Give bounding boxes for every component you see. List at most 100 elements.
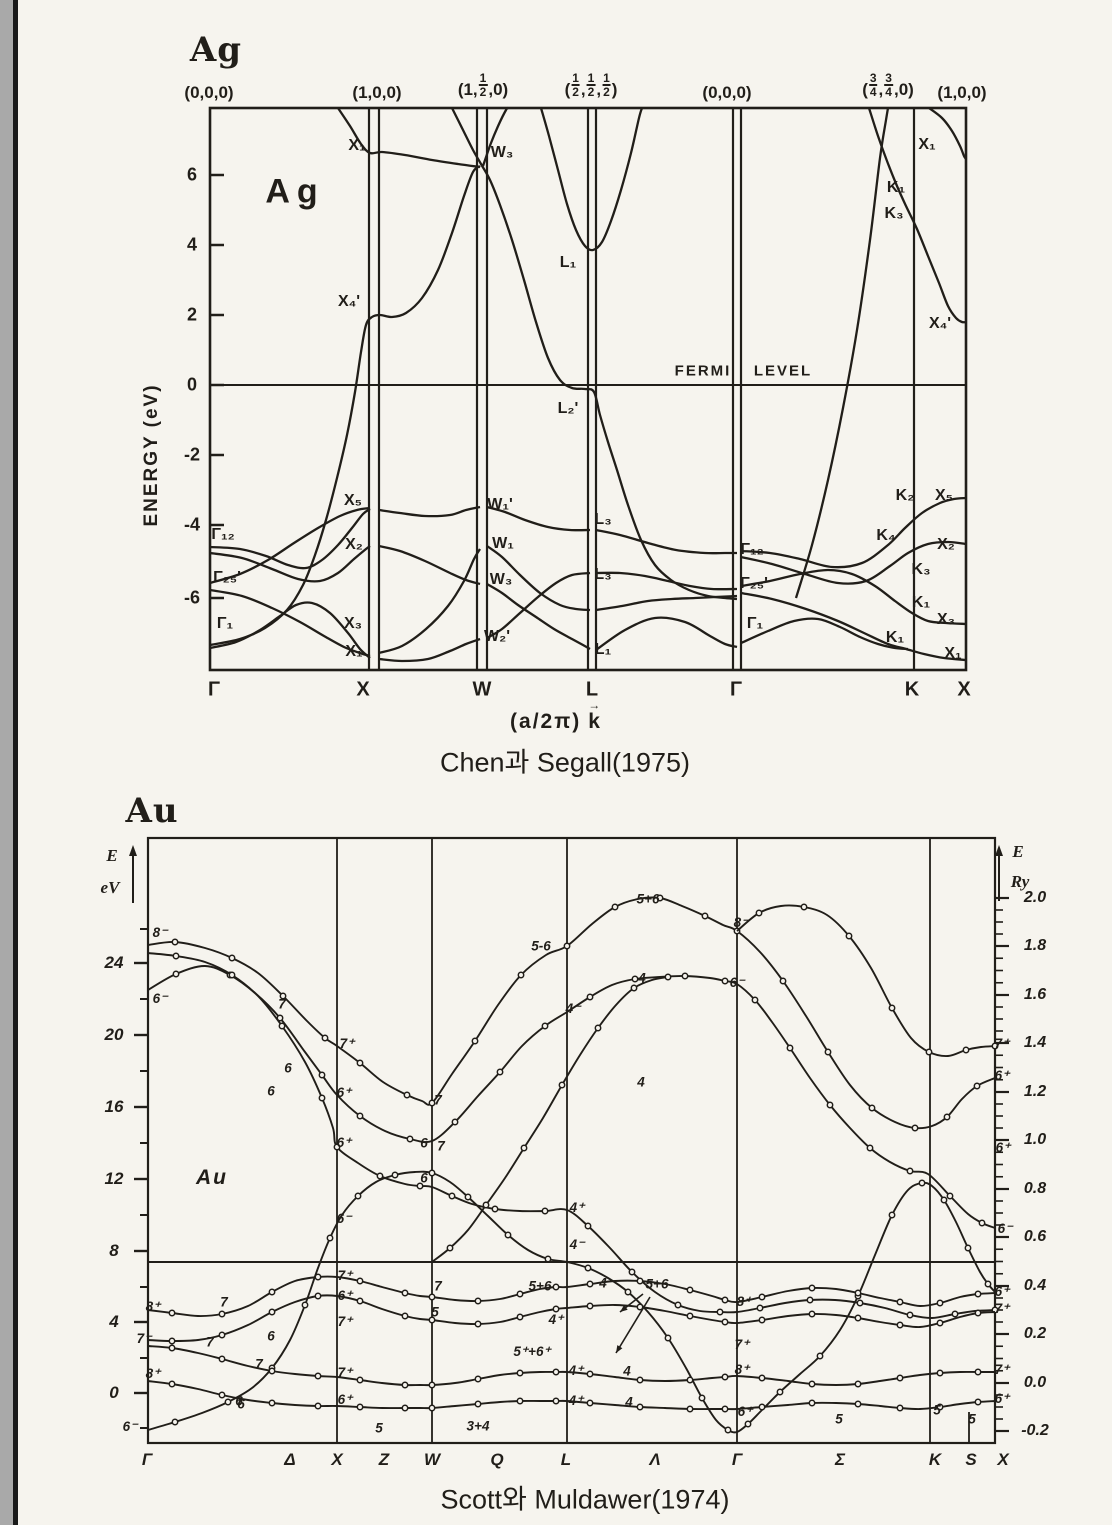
au-data-point <box>520 1144 528 1152</box>
au-frame <box>146 836 997 1445</box>
au-data-point <box>824 1048 832 1056</box>
au-data-point <box>474 1400 482 1408</box>
ag-band-curve <box>209 601 371 659</box>
ag-band-label: Γ₁₂ <box>211 526 235 543</box>
au-band-label: 4 <box>625 1394 633 1410</box>
au-data-point <box>558 1081 566 1089</box>
au-data-point <box>611 903 619 911</box>
au-band-label: 7⁺ <box>337 1268 353 1283</box>
ag-kpoint-coordinate: (1, 1 2,0) <box>457 71 509 99</box>
au-data-point <box>724 1426 732 1434</box>
au-data-point <box>974 1309 982 1317</box>
au-data-point <box>636 1277 644 1285</box>
au-data-point <box>674 1301 682 1309</box>
au-band-curve <box>147 1380 996 1411</box>
ag-band-curve <box>378 637 481 663</box>
au-band-curve <box>147 952 996 1319</box>
au-data-point <box>586 1399 594 1407</box>
au-band-label: 7 <box>434 1278 442 1294</box>
au-data-point <box>594 1024 602 1032</box>
au-left-tick-label: 24 <box>104 953 124 972</box>
figure1-inner-label: Ag <box>265 172 325 211</box>
au-data-point <box>482 1201 490 1209</box>
au-band-label: 6⁺ <box>336 1135 352 1150</box>
figure2-caption: Scott와 Muldawer(1974) <box>440 1484 730 1515</box>
au-data-point <box>416 1182 424 1190</box>
ag-band-label: X₂ <box>937 536 955 553</box>
ag-band-curve <box>209 165 481 647</box>
au-data-point <box>946 1192 954 1200</box>
au-data-point <box>888 1004 896 1012</box>
au-data-point <box>314 1273 322 1281</box>
au-data-point <box>686 1286 694 1294</box>
au-data-point <box>552 1397 560 1405</box>
au-data-point <box>406 1135 414 1143</box>
au-data-point <box>681 972 689 980</box>
au-band-label: 5+6 <box>636 891 660 907</box>
au-annotation-arrowhead <box>620 1305 628 1312</box>
au-data-point <box>943 1113 951 1121</box>
au-x-axis-label: X <box>997 1450 1009 1469</box>
ag-kpoint-coordinate: (1,0,0) <box>937 83 987 102</box>
au-annotation-arrow <box>615 1296 651 1354</box>
au-data-point <box>224 1398 232 1406</box>
au-data-point <box>800 903 808 911</box>
ag-band-curve <box>595 528 737 555</box>
au-data-point <box>171 938 179 946</box>
au-band-label: 4 <box>638 970 646 986</box>
au-band-label: 4 <box>637 1074 645 1090</box>
figure2-inner-label: Au <box>196 1166 228 1189</box>
ag-band-label: X₅ <box>934 487 954 504</box>
ag-band-curve <box>740 540 967 585</box>
au-data-point <box>808 1380 816 1388</box>
ag-band-label: W₂' <box>483 628 511 645</box>
ag-band-curve <box>378 505 481 518</box>
au-data-point <box>171 1418 179 1426</box>
au-band-label: 4⁺ <box>568 1393 584 1408</box>
ag-band-label: L₁ <box>594 641 612 658</box>
au-data-point <box>401 1381 409 1389</box>
au-data-point <box>428 1381 436 1389</box>
ag-band-curve <box>867 107 967 324</box>
au-data-point <box>448 1192 456 1200</box>
k-vector: → k <box>588 698 602 733</box>
axis-arrow-head-icon <box>129 845 137 856</box>
vector-arrow-icon: → <box>588 698 601 712</box>
au-data-point <box>228 954 236 962</box>
au-band-label: 6⁺ <box>994 1068 1010 1083</box>
au-data-point <box>428 1404 436 1412</box>
ag-band-curve <box>595 616 738 651</box>
ag-y-tick-label: -4 <box>183 514 201 535</box>
au-data-point <box>356 1059 364 1067</box>
ag-band-curve <box>595 571 738 591</box>
au-data-point <box>314 1402 322 1410</box>
au-band-curve <box>147 1345 995 1387</box>
ag-fermi-label: FERMI <box>674 362 732 380</box>
au-band-label: 5 <box>933 1402 941 1418</box>
right-axis-unit: Ry <box>1010 872 1030 891</box>
au-data-point <box>936 1299 944 1307</box>
au-data-point <box>474 1320 482 1328</box>
au-data-point <box>974 1290 982 1298</box>
au-data-point <box>333 1143 341 1151</box>
figure2-title: Au <box>125 791 179 831</box>
au-data-point <box>974 1368 982 1376</box>
ag-fermi-label: LEVEL <box>753 362 813 380</box>
ag-band-curve <box>337 107 481 169</box>
au-data-point <box>516 1397 524 1405</box>
au-data-point <box>218 1331 226 1339</box>
au-right-tick-label: 1.0 <box>1023 1131 1047 1148</box>
au-left-tick-label: 16 <box>104 1097 124 1116</box>
au-data-point <box>636 1303 644 1311</box>
au-band-label: 6⁺ <box>994 1284 1010 1299</box>
ag-kpoint-coordinate: (1 2, 1 2, 1 2) <box>564 71 618 99</box>
au-right-tick-label: 0.0 <box>1023 1374 1047 1391</box>
au-left-tick-label: 8 <box>109 1241 119 1260</box>
au-data-point <box>541 1022 549 1030</box>
au-band-label: 6⁺ <box>994 1391 1010 1406</box>
au-band-label: 5 <box>375 1420 383 1436</box>
au-data-point <box>978 1219 986 1227</box>
au-data-point <box>962 1046 970 1054</box>
